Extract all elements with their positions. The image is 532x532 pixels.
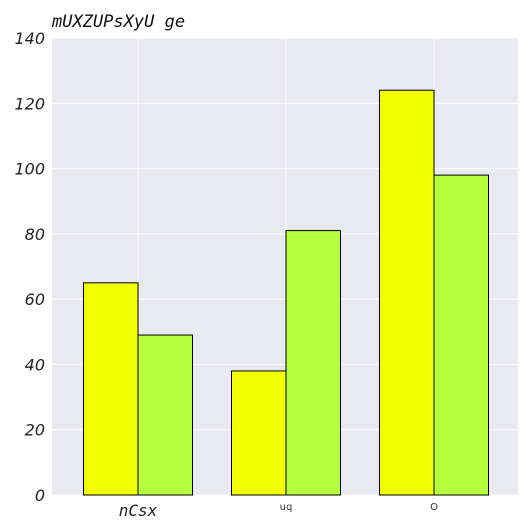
y-tick-label-0: 0 <box>35 486 45 505</box>
bar-series1-uq <box>231 370 287 496</box>
y-tick-label-3: 60 <box>25 290 45 309</box>
x-tick-label-0: nCsx <box>119 501 158 520</box>
x-tick-label-2: O <box>430 502 438 513</box>
bar-series2-O <box>433 174 489 496</box>
bar-series1-O <box>379 89 435 496</box>
y-tick-label-5: 100 <box>14 160 45 179</box>
x-axis-ticks: nCsx uq O <box>119 501 438 520</box>
bars <box>83 89 489 496</box>
y-tick-label-4: 80 <box>25 225 45 244</box>
y-tick-label-2: 40 <box>25 355 45 374</box>
y-tick-label-6: 120 <box>14 94 45 113</box>
y-axis-ticks: 0 20 40 60 80 100 120 140 <box>14 29 45 505</box>
bar-series2-uq <box>285 230 341 496</box>
x-tick-label-1: uq <box>280 502 293 513</box>
bar-series2-nCsx <box>137 334 193 496</box>
chart-title: mUXZUPsXyU ge <box>51 12 185 32</box>
y-tick-label-1: 20 <box>25 421 45 440</box>
bar-series1-nCsx <box>83 282 139 496</box>
y-tick-label-7: 140 <box>14 29 45 48</box>
